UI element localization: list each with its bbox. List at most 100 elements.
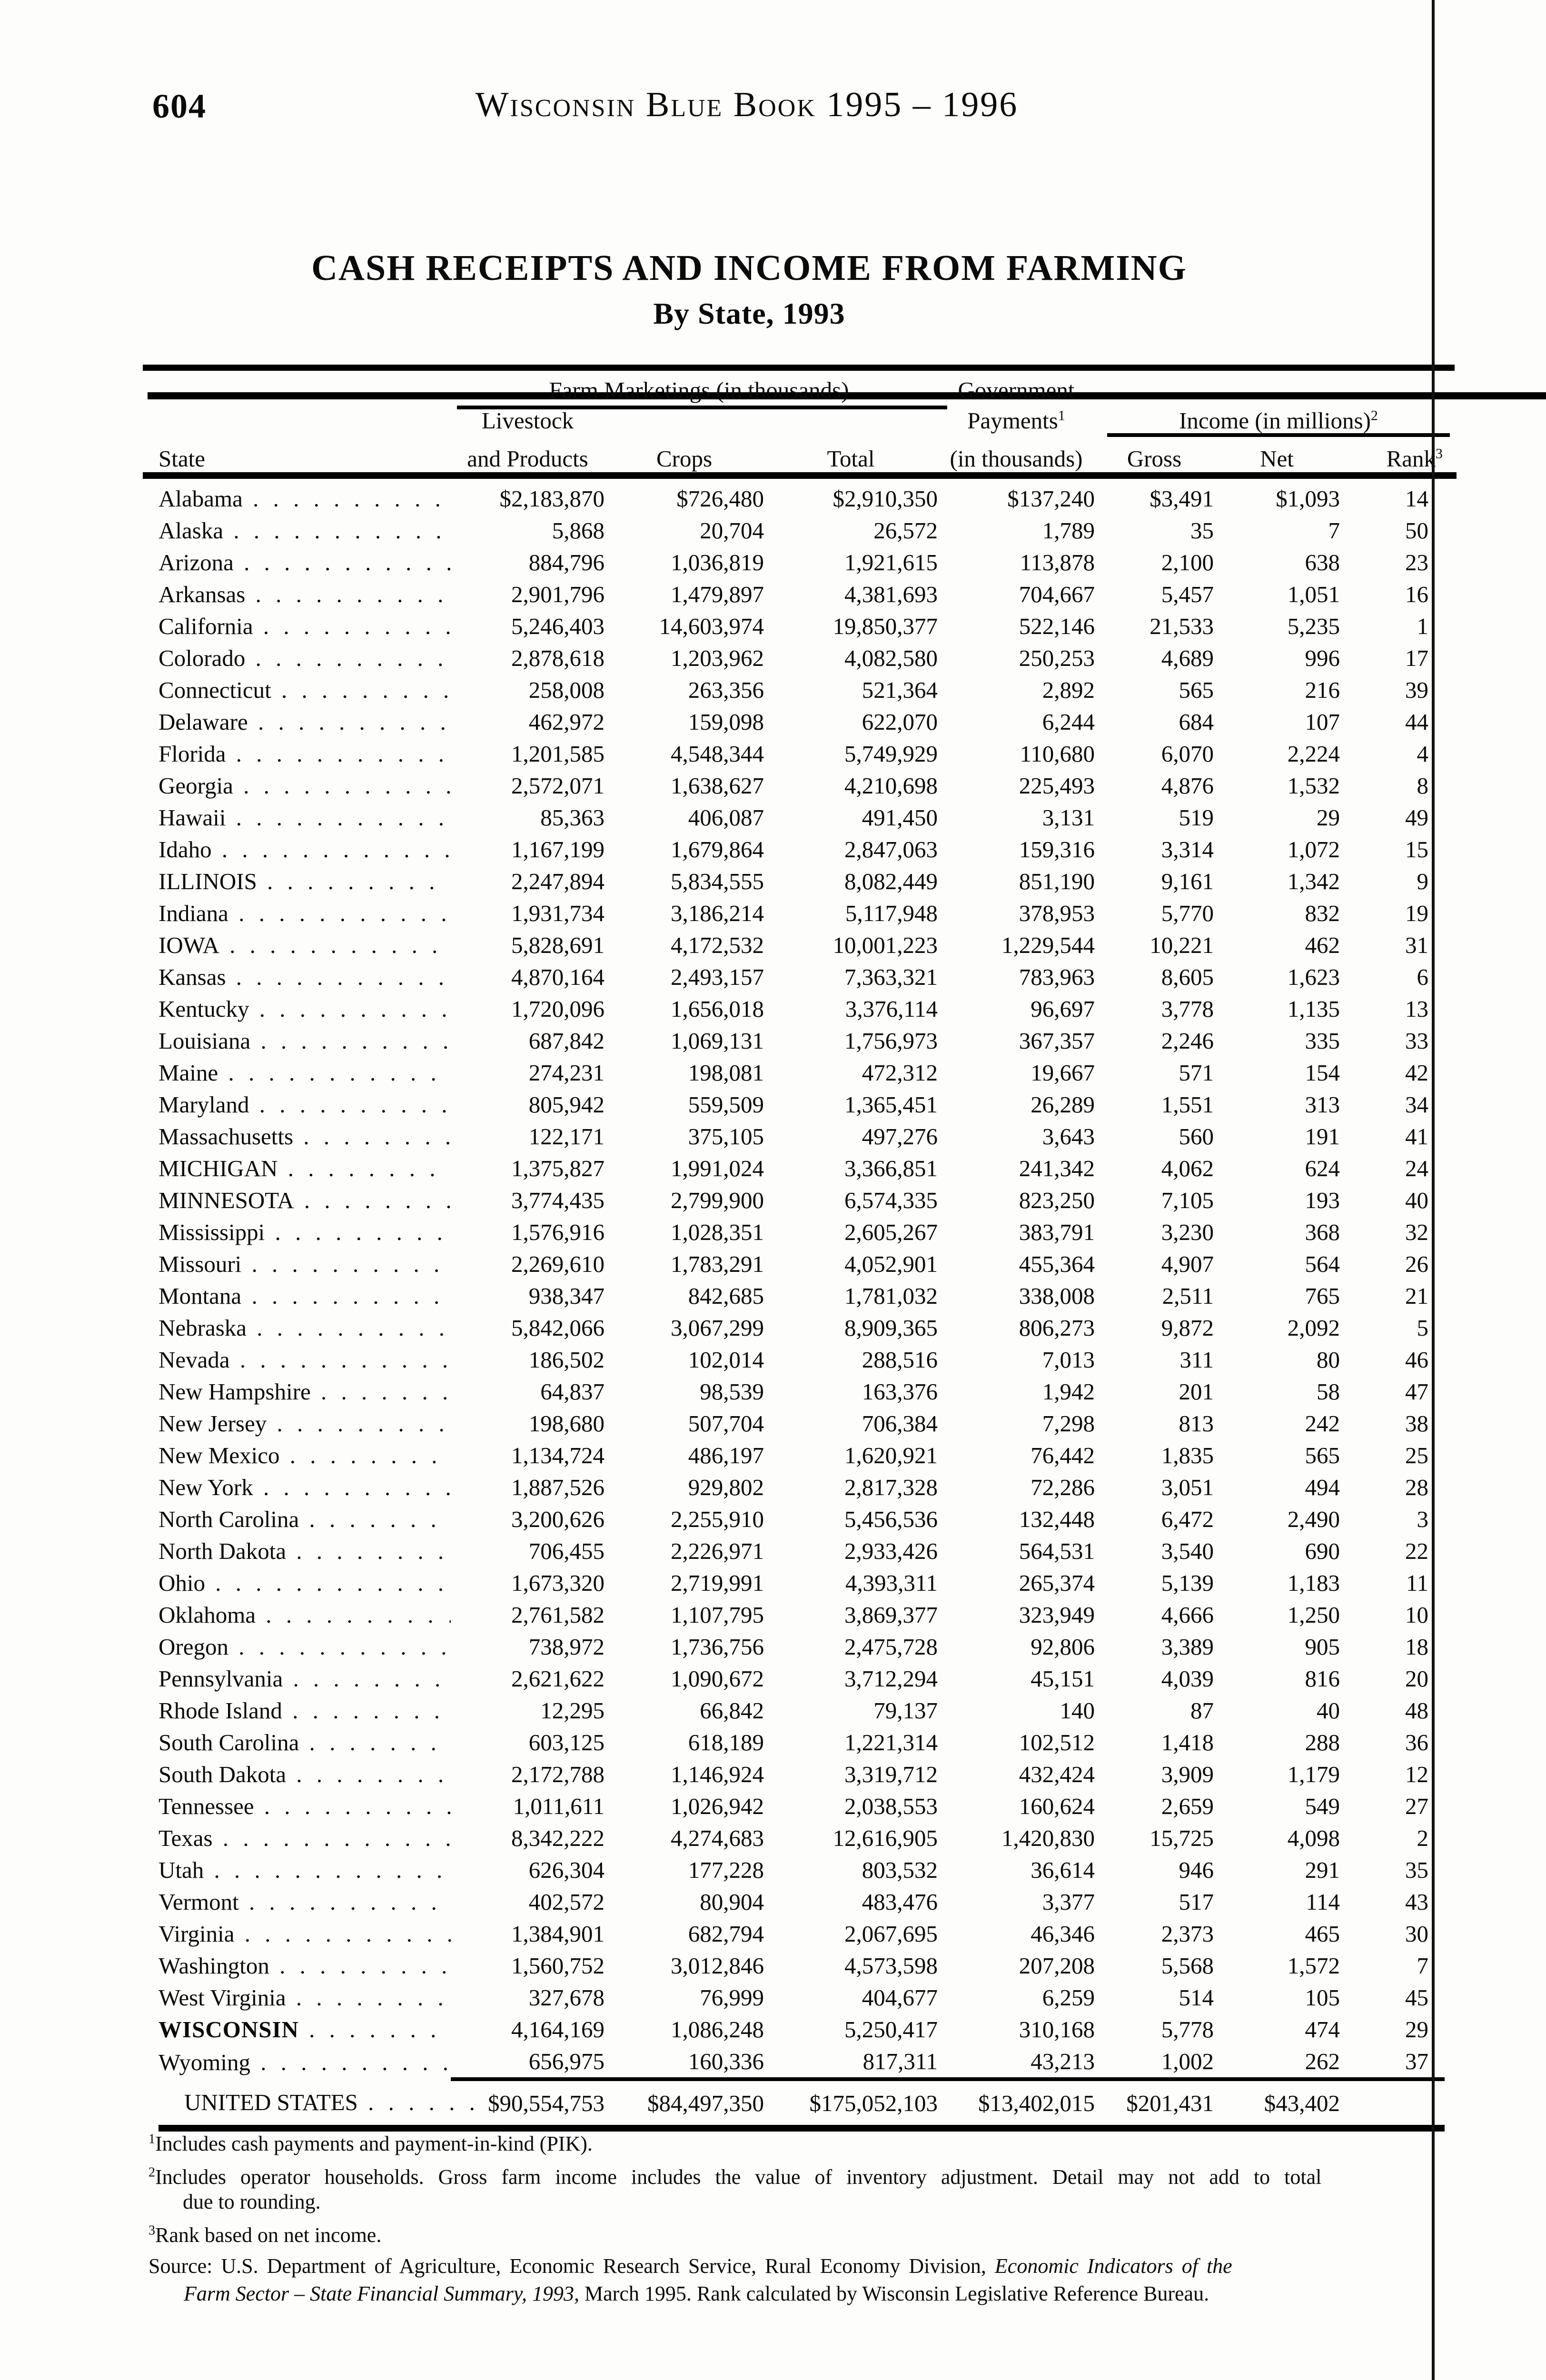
cell-state: Arizona . . . . . . . . . . . . . . . . … <box>159 546 451 578</box>
cell-crops: 1,086,248 <box>671 2016 764 2043</box>
leader-dots: . . . . . . . . . . . . . . . . . . . . … <box>296 1538 451 1564</box>
leader-dots: . . . . . . . . . . . . . . . . . . . . … <box>287 1155 451 1181</box>
cell-total: 1,221,314 <box>844 1729 938 1755</box>
col-header-products: and Products <box>467 446 588 472</box>
cell-gross: 5,770 <box>1161 900 1214 926</box>
table-row: Virginia . . . . . . . . . . . . . . . .… <box>159 1918 1445 1950</box>
cell-net: 80 <box>1317 1347 1340 1373</box>
leader-dots: . . . . . . . . . . . . . . . . . . . . … <box>259 996 451 1022</box>
state-name: Colorado <box>159 645 246 671</box>
cell-livestock: 626,304 <box>528 1857 605 1883</box>
cell-net: 105 <box>1305 1984 1340 2011</box>
cell-livestock: 186,502 <box>528 1347 605 1373</box>
cell-livestock: 2,621,622 <box>511 1666 605 1692</box>
cell-rank: 43 <box>1405 1889 1428 1915</box>
income-underline <box>1107 433 1450 437</box>
cell-crops: 375,105 <box>688 1123 764 1150</box>
cell-total: 288,516 <box>862 1347 938 1373</box>
col-header-inthousands: (in thousands) <box>950 446 1083 472</box>
cell-rank: 24 <box>1405 1155 1428 1181</box>
cell-govt: 140 <box>1060 1697 1095 1724</box>
state-name: IOWA <box>159 932 219 958</box>
cell-rank: 45 <box>1405 1984 1428 2011</box>
cell-total: 2,817,328 <box>844 1474 938 1500</box>
cell-state: Colorado . . . . . . . . . . . . . . . .… <box>159 642 451 674</box>
leader-dots: . . . . . . . . . . . . . . . . . . . . … <box>296 1761 451 1787</box>
cell-total: 3,366,851 <box>844 1155 938 1181</box>
cell-livestock: 8,342,222 <box>511 1825 605 1851</box>
table-row: MINNESOTA . . . . . . . . . . . . . . . … <box>159 1184 1445 1216</box>
cell-rank: 14 <box>1405 486 1428 512</box>
cell-gross: 4,666 <box>1161 1602 1214 1628</box>
cell-gross: 3,051 <box>1161 1474 1214 1500</box>
state-name: Georgia <box>159 773 233 799</box>
cell-livestock: 2,172,788 <box>511 1761 605 1787</box>
cell-rank: 46 <box>1405 1347 1428 1373</box>
data-table: State and Products Crops Total (in thous… <box>159 428 1445 2132</box>
cell-rank: 4 <box>1417 741 1429 767</box>
cell-total: 404,677 <box>862 1984 938 2011</box>
cell-rank: 1 <box>1417 613 1429 639</box>
cell-total: 5,749,929 <box>844 741 938 767</box>
cell-total: 2,475,728 <box>844 1634 938 1660</box>
cell-total: 1,781,032 <box>844 1283 938 1309</box>
cell-livestock: 3,774,435 <box>511 1187 605 1213</box>
cell-state: Wyoming . . . . . . . . . . . . . . . . … <box>159 2045 451 2079</box>
cell-state: Georgia . . . . . . . . . . . . . . . . … <box>159 770 451 802</box>
cell-total: 10,001,223 <box>832 932 938 958</box>
leader-dots: . . . . . . . . . . . . . . . . . . . . … <box>266 1602 451 1628</box>
cell-state: Maine . . . . . . . . . . . . . . . . . … <box>159 1057 451 1089</box>
cell-net: 291 <box>1305 1857 1340 1883</box>
cell-livestock: 198,680 <box>528 1410 605 1437</box>
cell-rank: 36 <box>1405 1729 1428 1755</box>
cell-gross: 6,070 <box>1161 741 1214 767</box>
cell-gross: 35 <box>1190 517 1214 544</box>
cell-govt: 1,789 <box>1042 517 1095 544</box>
cell-govt: 26,289 <box>1031 1091 1095 1118</box>
farm-marketings-underline <box>457 406 947 409</box>
table-row: Florida . . . . . . . . . . . . . . . . … <box>159 738 1445 770</box>
col-header-rank: Rank3 <box>1340 428 1445 483</box>
state-name: MICHIGAN <box>159 1155 278 1181</box>
state-name: California <box>159 613 253 639</box>
cell-state: Missouri . . . . . . . . . . . . . . . .… <box>159 1248 451 1280</box>
leader-dots: . . . . . . . . . . . . . . . . . . . . … <box>296 1984 451 2011</box>
cell-rank: 32 <box>1405 1219 1428 1245</box>
state-name: New Hampshire <box>159 1378 311 1405</box>
table-row: Nebraska . . . . . . . . . . . . . . . .… <box>159 1312 1445 1344</box>
state-name: Kentucky <box>159 996 249 1022</box>
state-name: Texas <box>159 1825 213 1851</box>
cell-livestock: 64,837 <box>540 1378 605 1405</box>
table-row: Indiana . . . . . . . . . . . . . . . . … <box>159 897 1445 929</box>
cell-govt: 310,168 <box>1019 2016 1095 2043</box>
cell-total: 2,605,267 <box>844 1219 938 1245</box>
table-row: Delaware . . . . . . . . . . . . . . . .… <box>159 706 1445 738</box>
state-name: Missouri <box>159 1251 242 1277</box>
cell-livestock: 2,901,796 <box>511 581 605 607</box>
cell-rank: 49 <box>1405 804 1428 831</box>
cell-net: 1,342 <box>1287 868 1340 894</box>
cell-crops: 2,493,157 <box>671 964 764 990</box>
cell-net: 216 <box>1305 677 1340 703</box>
cell-total: 706,384 <box>862 1410 938 1437</box>
cell-govt: 72,286 <box>1031 1474 1095 1500</box>
cell-rank: 19 <box>1405 900 1428 926</box>
cell-net: 624 <box>1305 1155 1340 1181</box>
table-row: New Jersey . . . . . . . . . . . . . . .… <box>159 1408 1445 1439</box>
cell-state: Maryland . . . . . . . . . . . . . . . .… <box>159 1089 451 1121</box>
leader-dots: . . . . . . . . . . . . . . . . . . . . … <box>279 1953 451 1979</box>
cell-livestock: 884,796 <box>528 549 605 575</box>
footnote-2-line1: 2Includes operator households. Gross far… <box>149 2165 1455 2190</box>
cell-govt: 3,131 <box>1042 804 1095 831</box>
cell-crops: 559,509 <box>688 1091 764 1118</box>
cell-govt: 6,259 <box>1042 1984 1095 2011</box>
cell-govt: 46,346 <box>1031 1921 1095 1947</box>
cell-state: Virginia . . . . . . . . . . . . . . . .… <box>159 1918 451 1950</box>
cell-livestock: 1,931,734 <box>511 900 605 926</box>
state-name: Oklahoma <box>159 1602 256 1628</box>
cell-rank: 6 <box>1417 964 1429 990</box>
income-label: Income (in millions) <box>1179 407 1371 434</box>
table-row: Kentucky . . . . . . . . . . . . . . . .… <box>159 993 1445 1025</box>
cell-livestock: 258,008 <box>528 677 605 703</box>
col-header-crops: Crops <box>656 446 713 472</box>
